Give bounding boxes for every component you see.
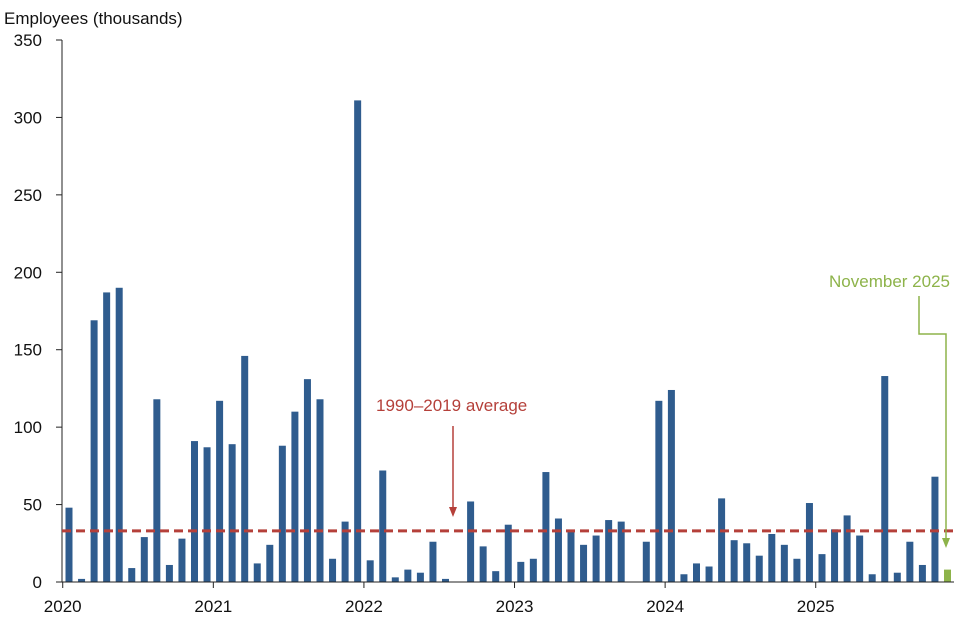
bar: [329, 558, 337, 582]
bar: [203, 447, 211, 582]
bar: [843, 515, 851, 582]
bar: [366, 560, 374, 582]
bar: [605, 520, 613, 582]
bar: [554, 518, 562, 582]
bar: [831, 529, 839, 582]
bar: [730, 540, 738, 582]
bar: [266, 544, 274, 582]
y-tick-label: 350: [14, 31, 42, 50]
bar: [115, 287, 123, 582]
y-axis-ticks: 0 50 100 150 200 250 300 350: [14, 31, 62, 592]
highlight-arrowhead: [942, 538, 950, 548]
highlight-arrow: [918, 296, 947, 540]
bar: [391, 577, 399, 582]
x-tick-label: 2022: [345, 597, 383, 616]
average-arrowhead: [449, 507, 457, 517]
bar: [655, 400, 663, 582]
bar: [65, 507, 73, 582]
bar: [228, 444, 236, 582]
bar: [442, 578, 449, 582]
y-tick-label: 250: [14, 186, 42, 205]
x-tick-label: 2025: [797, 597, 835, 616]
y-tick-label: 200: [14, 263, 42, 282]
y-axis-title: Employees (thousands): [4, 9, 183, 28]
bar: [567, 530, 575, 582]
bar: [517, 561, 525, 582]
bar: [278, 445, 286, 582]
bar: [165, 564, 173, 582]
bar: [379, 470, 387, 582]
bar: [128, 568, 136, 582]
y-tick-label: 0: [33, 573, 42, 592]
bar: [755, 555, 763, 582]
bar: [542, 472, 550, 582]
bar: [818, 554, 826, 582]
bar: [90, 320, 98, 582]
bar: [153, 399, 161, 582]
bar: [918, 564, 926, 582]
bar: [906, 541, 914, 582]
bar: [617, 521, 625, 582]
bar: [893, 572, 901, 582]
x-tick-label: 2020: [44, 597, 82, 616]
y-tick-label: 100: [14, 418, 42, 437]
x-tick-label: 2021: [194, 597, 232, 616]
bar: [667, 389, 675, 582]
highlight-bar: [944, 569, 951, 582]
bar: [291, 411, 299, 582]
bar: [642, 541, 650, 582]
bar: [140, 537, 148, 582]
bar: [341, 521, 349, 582]
bar: [416, 572, 424, 582]
bar: [768, 533, 776, 582]
bar: [680, 574, 688, 582]
bar: [241, 355, 249, 582]
bar: [191, 441, 198, 582]
bar: [931, 476, 939, 582]
bar: [303, 379, 311, 582]
bar: [404, 569, 412, 582]
bar: [580, 544, 588, 582]
bar: [780, 544, 788, 582]
highlight-annotation: November 2025: [829, 272, 950, 291]
bars: [65, 100, 951, 582]
bar: [78, 578, 86, 582]
x-axis-ticks: 2020 2021 2022 2023 2024 2025: [44, 582, 835, 616]
bar: [354, 100, 362, 582]
bar: [467, 501, 475, 582]
bar: [718, 498, 726, 582]
bar: [529, 558, 537, 582]
y-tick-label: 150: [14, 341, 42, 360]
bar: [793, 558, 801, 582]
bar: [253, 563, 261, 582]
bar: [743, 543, 751, 582]
bar: [216, 400, 224, 582]
bar: [492, 571, 500, 582]
bar: [705, 566, 713, 582]
bar: [805, 503, 813, 582]
y-tick-label: 300: [14, 108, 42, 127]
bar: [178, 538, 186, 582]
y-tick-label: 50: [23, 496, 42, 515]
bar: [479, 546, 487, 582]
x-tick-label: 2023: [496, 597, 534, 616]
x-tick-label: 2024: [646, 597, 684, 616]
bar: [504, 524, 512, 582]
bar: [881, 376, 889, 582]
bar: [103, 292, 111, 582]
bar: [429, 541, 437, 582]
bar: [856, 535, 864, 582]
bar: [592, 535, 600, 582]
bar: [693, 563, 700, 582]
axes: [61, 40, 954, 583]
bar: [868, 574, 876, 582]
bar: [316, 399, 324, 582]
average-annotation: 1990–2019 average: [376, 396, 527, 415]
